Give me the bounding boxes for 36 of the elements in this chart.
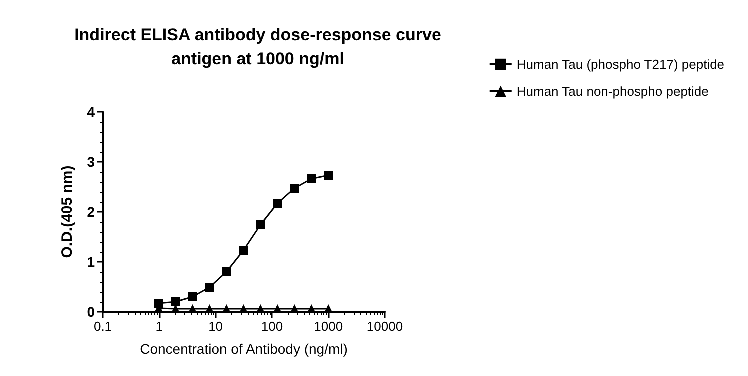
x-tick-label: 10000 [366, 319, 404, 334]
point [307, 304, 316, 314]
x-tick-label: 1000 [314, 319, 344, 334]
point [171, 298, 180, 306]
point [222, 304, 232, 314]
point [290, 184, 300, 193]
point [307, 174, 316, 184]
point [273, 199, 282, 208]
y-tick-label: 0 [87, 304, 96, 320]
x-tick-label: 100 [261, 319, 284, 334]
point [239, 246, 248, 255]
x-tick-label: 10 [208, 319, 224, 334]
y-tick-label: 2 [87, 204, 96, 220]
y-tick-label: 4 [87, 104, 96, 120]
point [205, 304, 214, 314]
point [290, 304, 300, 314]
point [222, 268, 232, 276]
y-tick-label: 3 [87, 154, 96, 170]
point [256, 220, 266, 230]
legend-label: Human Tau non-phospho peptide [516, 84, 709, 99]
point [273, 304, 282, 314]
point [239, 304, 248, 314]
x-axis-title: Concentration of Antibody (ng/ml) [140, 341, 348, 357]
point [188, 304, 198, 314]
point [256, 304, 266, 314]
point [324, 171, 334, 180]
legend-label: Human Tau (phospho T217) peptide [516, 57, 725, 72]
point [324, 304, 334, 314]
y-axis-title: O.D.(405 nm) [59, 166, 76, 258]
point [154, 299, 164, 308]
y-tick-label: 1 [87, 254, 96, 270]
chart-title: Indirect ELISA antibody dose-response curve antigen at 1000 ng/ml [74, 26, 442, 68]
x-tick-label: 0.1 [94, 319, 112, 334]
point [188, 292, 198, 302]
point [205, 283, 214, 292]
x-tick-label: 1 [156, 319, 164, 334]
